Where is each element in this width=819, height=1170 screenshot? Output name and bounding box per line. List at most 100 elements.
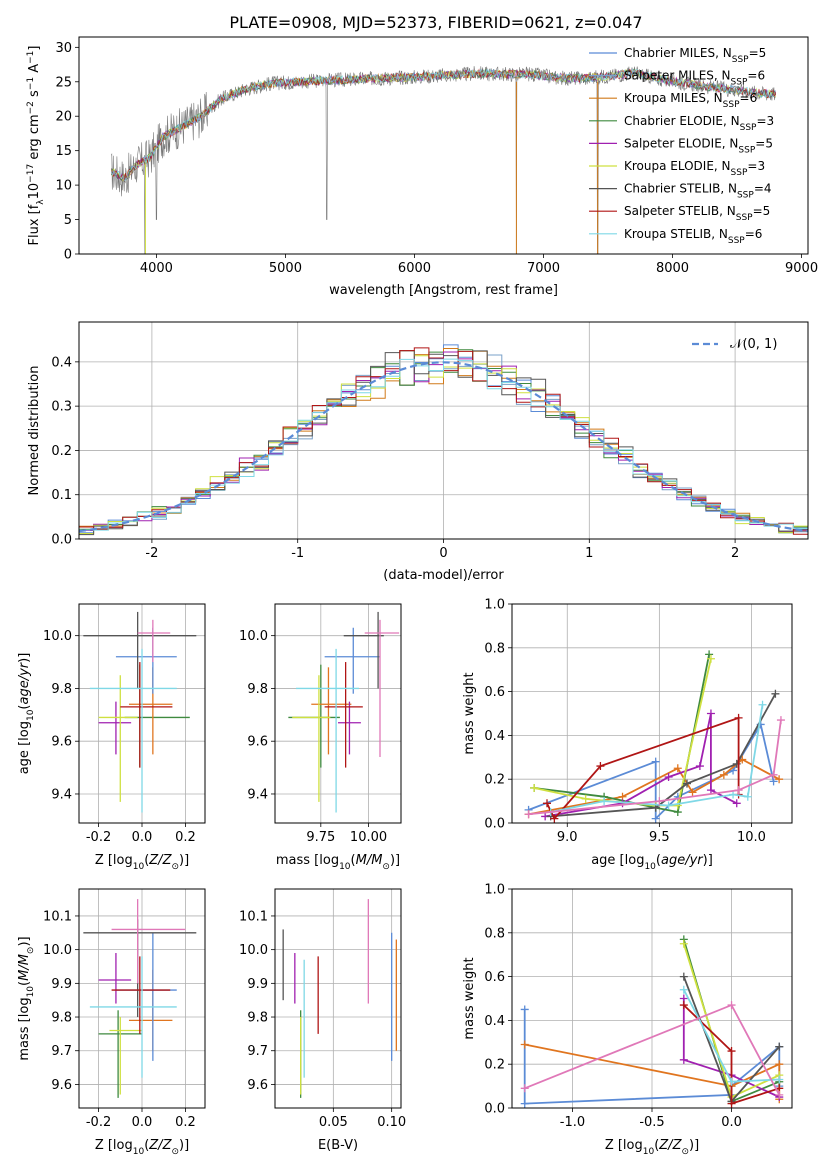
y-tick-label: 0.8 (484, 641, 505, 656)
plot-area (79, 344, 808, 536)
x-tick-label: 0.0 (132, 830, 153, 845)
y-tick-label: 10.1 (43, 909, 72, 924)
weight-marker (775, 1042, 784, 1051)
x-tick-label: 7000 (527, 261, 560, 276)
weight-marker (679, 1001, 688, 1010)
weight-marker (775, 1090, 784, 1099)
x-axis-label: wavelength [Angstrom, rest frame] (329, 283, 558, 298)
weight-marker (673, 801, 682, 810)
weight-marker (651, 757, 660, 766)
weight-marker (655, 797, 664, 806)
x-tick-label: 9.0 (557, 830, 578, 845)
figure-title: PLATE=0908, MJD=52373, FIBERID=0621, z=0… (229, 13, 642, 32)
legend-label: Kroupa MILES, NSSP=6 (624, 91, 757, 110)
y-tick-label: 9.8 (51, 682, 72, 697)
axes-spectrum: 4000 5000 6000 7000 8000 9000 0 5 10 15 20 25 30 Chab… (26, 36, 818, 298)
legend-label: 𝒩(0, 1) (730, 337, 777, 352)
axes-age_vs_mass: 9.75 10.00 9.4 9.6 9.8 10.0 mass [log10(M/M⊙)] (239, 603, 402, 872)
plot-area (524, 650, 785, 823)
legend-label: Salpeter STELIB, NSSP=5 (624, 204, 770, 223)
legend-label: Kroupa STELIB, NSSP=6 (624, 227, 762, 246)
y-tick-label: 5 (64, 213, 72, 228)
weight-marker (695, 762, 704, 771)
x-tick-label: 0.2 (175, 830, 196, 845)
axes-weight_vs_Z: -1.0 -0.5 0.0 0.0 0.2 0.4 0.6 0.8 1.0 Z [log10(Z/… (462, 883, 793, 1157)
y-tick-label: 9.7 (51, 1044, 72, 1059)
weight-marker (679, 939, 688, 948)
y-tick-label: 9.6 (247, 735, 268, 750)
y-tick-label: 0.8 (484, 926, 505, 941)
x-tick-label: 0.10 (377, 1115, 406, 1130)
weight-marker (743, 792, 752, 801)
legend-label: Chabrier MILES, NSSP=5 (624, 46, 766, 65)
weight-marker (706, 786, 715, 795)
weight-series (528, 719, 782, 816)
axes-frame (78, 603, 206, 824)
weight-marker (520, 1005, 529, 1014)
weight-marker (550, 814, 559, 823)
y-tick-label: 10.0 (239, 943, 268, 958)
weight-marker (771, 689, 780, 698)
y-tick-label: 10.0 (43, 629, 72, 644)
x-tick-label: 2 (731, 546, 739, 561)
x-tick-label: 9000 (785, 261, 818, 276)
weight-marker (596, 762, 605, 771)
y-tick-label: 9.6 (51, 735, 72, 750)
x-tick-label: 10.00 (350, 830, 387, 845)
axes-frame (274, 888, 402, 1109)
weight-marker (719, 770, 728, 779)
y-tick-label: 9.4 (51, 787, 72, 802)
y-tick-label: 9.7 (247, 1044, 268, 1059)
weight-marker (706, 654, 715, 663)
x-tick-label: 0.2 (175, 1115, 196, 1130)
weight-marker (651, 814, 660, 823)
weight-marker (734, 786, 743, 795)
weight-marker (734, 713, 743, 722)
plot-area (288, 611, 400, 813)
weight-marker (706, 709, 715, 718)
weight-marker (679, 972, 688, 981)
y-tick-label: 0.1 (51, 488, 72, 503)
x-axis-label: Z [log10(Z/Z⊙)] (95, 1138, 189, 1157)
legend-label: Salpeter ELODIE, NSSP=5 (624, 136, 773, 155)
y-axis-label: Flux [fλ10−17 erg cm−2 s−1 A−1] (26, 46, 46, 246)
weight-marker (679, 1055, 688, 1064)
x-axis-label: E(B-V) (318, 1138, 358, 1153)
weight-marker (732, 799, 741, 808)
x-tick-label: 1 (585, 546, 593, 561)
weight-marker (727, 1047, 736, 1056)
axes-weight_vs_age: 9.0 9.5 10.0 0.0 0.2 0.4 0.6 0.8 1.0 age [log10(a… (462, 598, 793, 872)
y-tick-label: 0.6 (484, 970, 505, 985)
x-tick-label: 5000 (269, 261, 302, 276)
x-tick-label: 10.0 (737, 830, 766, 845)
y-tick-label: 9.8 (247, 1011, 268, 1026)
x-tick-label: 9.75 (306, 830, 335, 845)
y-tick-label: 0.0 (484, 817, 505, 832)
y-tick-label: 25 (55, 75, 72, 90)
weight-marker (729, 790, 738, 799)
x-axis-label: Z [log10(Z/Z⊙)] (605, 1138, 699, 1157)
weight-marker (679, 985, 688, 994)
weight-marker (543, 799, 551, 808)
y-tick-label: 10.0 (43, 943, 72, 958)
x-tick-label: 0.0 (721, 1115, 742, 1130)
y-tick-label: 0 (64, 248, 72, 263)
x-tick-label: -0.5 (639, 1115, 664, 1130)
y-tick-label: 9.6 (247, 1078, 268, 1093)
y-tick-label: 9.9 (51, 977, 72, 992)
weight-marker (775, 1060, 784, 1069)
weight-marker (727, 1099, 736, 1108)
x-tick-label: 8000 (656, 261, 689, 276)
y-axis-label: Normed distribution (27, 366, 42, 496)
x-axis-label: (data-model)/error (383, 568, 504, 583)
weight-marker (520, 1099, 529, 1108)
y-tick-label: 0.4 (484, 1014, 505, 1029)
y-tick-label: 9.6 (51, 1078, 72, 1093)
axes-age_vs_Z: -0.2 0.0 0.2 9.4 9.6 9.8 10.0 Z [log10(Z/Z⊙)] ag… (17, 603, 206, 872)
y-tick-label: 15 (55, 144, 72, 159)
x-tick-label: 4000 (140, 261, 173, 276)
weight-marker (600, 797, 609, 806)
y-tick-label: 0.4 (51, 355, 72, 370)
x-tick-label: -0.2 (86, 830, 111, 845)
